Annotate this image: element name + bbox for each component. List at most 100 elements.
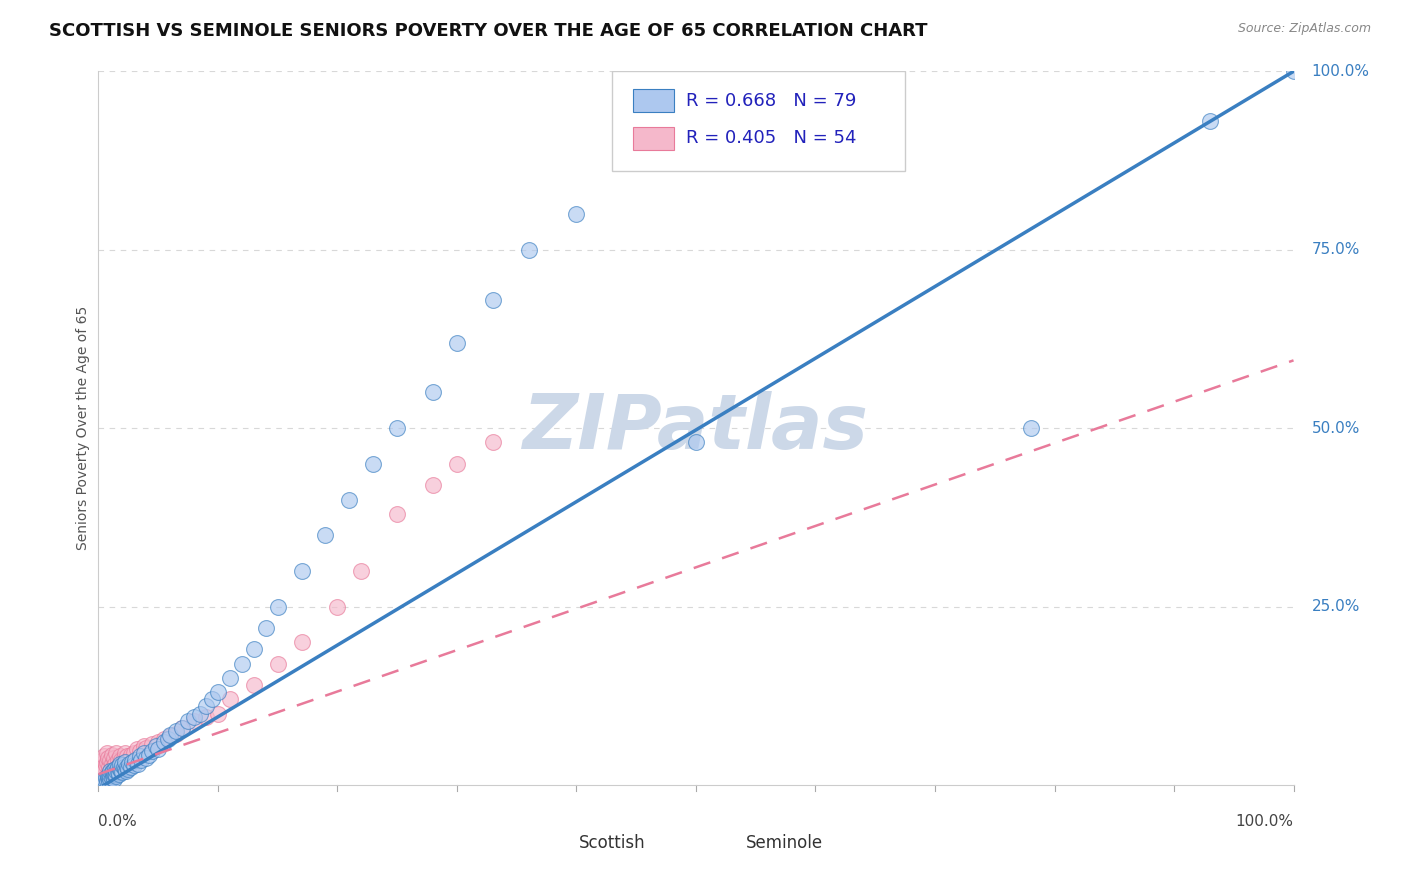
Point bbox=[517, 243, 540, 257]
Point bbox=[101, 760, 124, 774]
Point bbox=[141, 744, 163, 758]
Point bbox=[141, 737, 163, 751]
Point bbox=[153, 731, 176, 746]
Point bbox=[103, 751, 125, 765]
Point bbox=[1282, 64, 1305, 78]
Point bbox=[100, 756, 122, 771]
Point bbox=[111, 765, 134, 780]
Point bbox=[105, 769, 128, 783]
Point bbox=[165, 726, 187, 740]
Text: 25.0%: 25.0% bbox=[1312, 599, 1360, 614]
Point bbox=[565, 207, 588, 221]
Point bbox=[98, 768, 122, 782]
Point bbox=[93, 774, 115, 789]
Point bbox=[481, 435, 505, 450]
Point bbox=[115, 760, 138, 774]
Text: Scottish: Scottish bbox=[579, 834, 645, 852]
Point bbox=[98, 753, 122, 767]
Point bbox=[1199, 114, 1222, 128]
Point bbox=[159, 728, 181, 742]
Point bbox=[114, 746, 136, 760]
Point bbox=[93, 772, 115, 787]
Point bbox=[132, 739, 155, 753]
Point bbox=[104, 756, 127, 771]
Point bbox=[254, 621, 277, 635]
Point bbox=[148, 735, 170, 749]
Point bbox=[131, 753, 153, 767]
Point bbox=[148, 742, 170, 756]
FancyBboxPatch shape bbox=[633, 89, 675, 112]
Point bbox=[103, 772, 125, 786]
Point bbox=[129, 744, 152, 758]
Point bbox=[145, 739, 167, 753]
Point bbox=[124, 753, 146, 767]
Point bbox=[127, 756, 149, 771]
Point bbox=[315, 528, 337, 542]
Point bbox=[97, 751, 120, 765]
Point bbox=[125, 742, 148, 756]
Point bbox=[100, 747, 122, 762]
Point bbox=[94, 771, 117, 785]
Point bbox=[98, 769, 121, 783]
Text: R = 0.668   N = 79: R = 0.668 N = 79 bbox=[686, 92, 856, 110]
Point bbox=[104, 762, 127, 776]
Point bbox=[112, 760, 135, 774]
Point bbox=[107, 760, 129, 774]
Point bbox=[177, 714, 200, 728]
FancyBboxPatch shape bbox=[633, 127, 675, 150]
Point bbox=[195, 710, 218, 724]
Point bbox=[97, 771, 120, 785]
Point bbox=[195, 699, 218, 714]
Point bbox=[117, 762, 139, 776]
Point bbox=[93, 764, 115, 778]
Point bbox=[385, 421, 409, 435]
Point bbox=[98, 773, 121, 788]
Point bbox=[132, 746, 155, 760]
Point bbox=[291, 635, 314, 649]
Point bbox=[121, 755, 143, 769]
Point bbox=[114, 755, 136, 769]
Point bbox=[105, 764, 128, 778]
Point bbox=[120, 747, 142, 762]
Point bbox=[118, 756, 141, 771]
Point bbox=[98, 760, 121, 774]
Text: ZIPatlas: ZIPatlas bbox=[523, 392, 869, 465]
Point bbox=[201, 692, 224, 706]
Point bbox=[98, 764, 122, 778]
Point bbox=[129, 749, 152, 764]
Point bbox=[326, 599, 349, 614]
FancyBboxPatch shape bbox=[690, 833, 738, 853]
Point bbox=[93, 749, 115, 764]
Text: 100.0%: 100.0% bbox=[1236, 814, 1294, 829]
Point bbox=[111, 758, 134, 772]
Point bbox=[124, 758, 146, 772]
Point bbox=[107, 753, 129, 767]
Point bbox=[172, 721, 194, 735]
Point bbox=[165, 724, 187, 739]
Point bbox=[446, 457, 468, 471]
Point bbox=[107, 758, 129, 772]
Point bbox=[97, 769, 120, 783]
Point bbox=[103, 766, 125, 780]
Point bbox=[183, 710, 205, 724]
Point bbox=[100, 771, 122, 785]
Point bbox=[1019, 421, 1042, 435]
Point bbox=[243, 678, 266, 692]
Point bbox=[188, 706, 211, 721]
Point bbox=[97, 767, 120, 781]
Point bbox=[159, 730, 181, 744]
Point bbox=[107, 767, 129, 781]
Point bbox=[267, 599, 290, 614]
Point bbox=[110, 764, 132, 778]
Point bbox=[96, 755, 118, 769]
Point bbox=[231, 657, 253, 671]
Point bbox=[243, 642, 266, 657]
Point bbox=[110, 753, 132, 767]
Point bbox=[339, 492, 361, 507]
Text: 50.0%: 50.0% bbox=[1312, 421, 1360, 435]
Point bbox=[120, 760, 142, 774]
Point bbox=[108, 762, 131, 776]
Point bbox=[98, 764, 122, 778]
Text: Source: ZipAtlas.com: Source: ZipAtlas.com bbox=[1237, 22, 1371, 36]
FancyBboxPatch shape bbox=[523, 833, 571, 853]
